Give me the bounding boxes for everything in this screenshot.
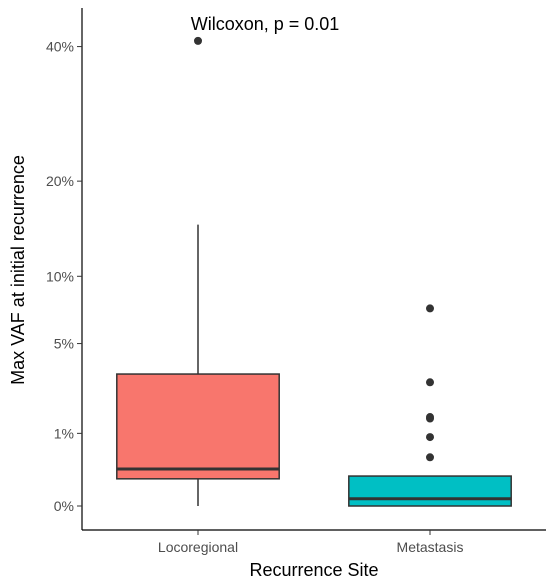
test-annotation: Wilcoxon, p = 0.01	[191, 14, 340, 34]
outlier-point	[426, 378, 434, 387]
y-tick-label: 10%	[46, 268, 74, 284]
y-tick-label: 40%	[46, 39, 74, 55]
box-locoregional	[116, 36, 280, 506]
y-tick-label: 20%	[46, 173, 74, 189]
box-rect	[348, 475, 512, 507]
y-tick-label: 0%	[54, 498, 74, 514]
outlier-point	[426, 433, 434, 442]
y-axis: 0% 1% 5% 10% 20% 40%	[46, 8, 83, 530]
outlier-point	[426, 304, 434, 313]
x-axis-title: Recurrence Site	[249, 560, 378, 580]
y-tick-label: 5%	[54, 336, 74, 352]
outlier-point	[426, 453, 434, 462]
box-metastasis	[348, 304, 512, 507]
x-axis: Locoregional Metastasis	[82, 529, 546, 555]
boxes	[116, 36, 512, 507]
outlier-point	[194, 36, 202, 45]
x-tick-label: Metastasis	[397, 539, 464, 555]
y-tick-label: 1%	[54, 425, 74, 441]
box-rect	[116, 373, 280, 480]
x-tick-label: Locoregional	[158, 539, 238, 555]
y-axis-title: Max VAF at initial recurrence	[8, 155, 28, 385]
outlier-point	[426, 414, 434, 423]
